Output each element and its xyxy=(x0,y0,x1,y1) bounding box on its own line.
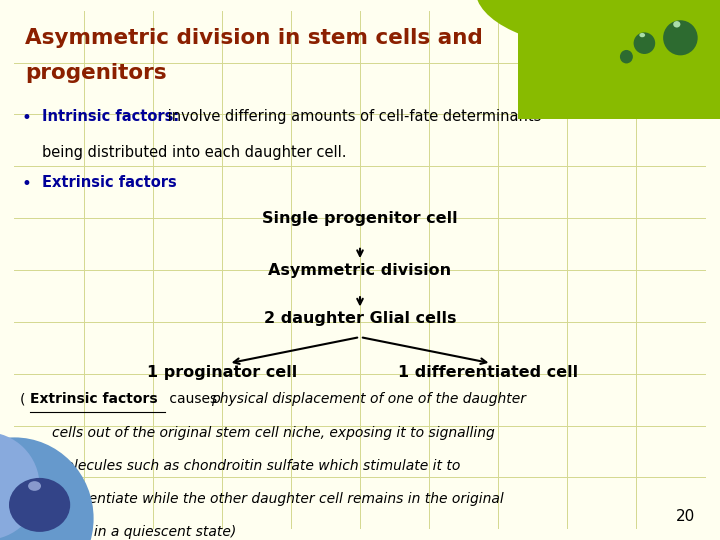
Text: molecules such as chondroitin sulfate which stimulate it to: molecules such as chondroitin sulfate wh… xyxy=(53,458,461,472)
Text: 2 daughter Glial cells: 2 daughter Glial cells xyxy=(264,312,456,327)
Text: •: • xyxy=(22,109,31,127)
Text: cells out of the original stem cell niche, exposing it to signalling: cells out of the original stem cell nich… xyxy=(53,426,495,440)
Text: Asymmetric division in stem cells and: Asymmetric division in stem cells and xyxy=(24,28,482,48)
Text: Asymmetric division: Asymmetric division xyxy=(269,263,451,278)
Text: •: • xyxy=(22,176,31,193)
Text: (: ( xyxy=(20,393,25,406)
Text: 1 proginator cell: 1 proginator cell xyxy=(147,364,297,380)
Text: 1 differentiated cell: 1 differentiated cell xyxy=(398,364,578,380)
Text: 20: 20 xyxy=(676,509,696,524)
Text: involve differing amounts of cell-fate determinants: involve differing amounts of cell-fate d… xyxy=(163,109,541,124)
Text: physical displacement of one of the daughter: physical displacement of one of the daug… xyxy=(212,393,526,406)
Text: progenitors: progenitors xyxy=(24,63,166,83)
Text: causes: causes xyxy=(165,393,222,406)
Text: niche in a quiescent state): niche in a quiescent state) xyxy=(53,525,237,539)
Text: Single progenitor cell: Single progenitor cell xyxy=(262,211,458,226)
Text: Extrinsic factors: Extrinsic factors xyxy=(30,393,157,406)
Text: Intrinsic factors:: Intrinsic factors: xyxy=(42,109,179,124)
Text: Extrinsic factors: Extrinsic factors xyxy=(42,176,177,190)
Text: differentiate while the other daughter cell remains in the original: differentiate while the other daughter c… xyxy=(53,492,504,506)
Text: being distributed into each daughter cell.: being distributed into each daughter cel… xyxy=(42,145,346,160)
